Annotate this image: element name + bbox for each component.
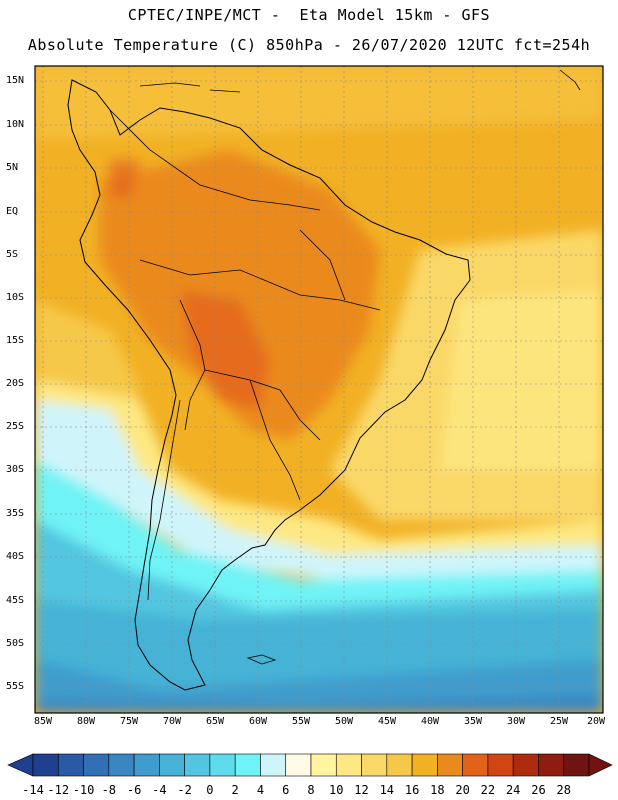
- colorbar-swatch: [361, 753, 388, 777]
- map-frame: [34, 65, 604, 714]
- colorbar-swatch: [462, 753, 489, 777]
- colorbar-label: -4: [152, 783, 167, 797]
- colorbar: [7, 753, 613, 777]
- colorbar-label: 24: [505, 783, 521, 797]
- colorbar-swatch: [386, 753, 413, 777]
- colorbar-swatch: [209, 753, 236, 777]
- colorbar-swatch: [234, 753, 261, 777]
- colorbar-swatch: [512, 753, 539, 777]
- colorbar-label: 28: [556, 783, 571, 797]
- colorbar-label: 22: [480, 783, 496, 797]
- colorbar-label: -10: [72, 783, 95, 797]
- lon-label: 35W: [463, 716, 483, 727]
- lat-label: 50S: [6, 638, 25, 649]
- colorbar-swatch: [285, 753, 312, 777]
- lon-label: 25W: [549, 716, 569, 727]
- colorbar-label: 16: [404, 783, 420, 797]
- colorbar-arrow-left: [7, 753, 34, 777]
- lon-label: 45W: [377, 716, 397, 727]
- colorbar-label: 6: [282, 783, 290, 797]
- colorbar-label: -14: [22, 783, 44, 797]
- colorbar-swatch: [159, 753, 185, 777]
- caribbean-islands: [139, 69, 581, 93]
- lon-label: 80W: [76, 716, 96, 727]
- colorbar-label: -2: [177, 783, 192, 797]
- lat-label: 15S: [6, 335, 25, 346]
- lat-label: EQ: [6, 206, 19, 217]
- colorbar-label: 10: [329, 783, 344, 797]
- lat-label: 5N: [6, 162, 19, 173]
- colorbar-label: 12: [354, 783, 369, 797]
- colorbar-arrow-right: [588, 753, 613, 777]
- lat-label: 10N: [6, 119, 25, 130]
- colorbar-swatch: [57, 753, 84, 777]
- lat-label: 40S: [6, 551, 25, 562]
- title-line-1: CPTEC/INPE/MCT - Eta Model 15km - GFS: [127, 6, 491, 24]
- colorbar-swatch: [32, 753, 59, 777]
- colorbar-label: -6: [126, 783, 142, 797]
- colorbar-swatch: [83, 753, 110, 777]
- falkland-islands: [246, 654, 277, 665]
- colorbar-swatch: [133, 753, 160, 777]
- lat-label: 45S: [6, 595, 25, 606]
- lat-label: 15N: [6, 75, 25, 86]
- colorbar-label: 8: [307, 783, 315, 797]
- lon-label: 50W: [334, 716, 354, 727]
- colorbar-swatch: [538, 753, 565, 777]
- lon-label: 20W: [586, 716, 606, 727]
- colorbar-label: 18: [430, 783, 445, 797]
- lat-label: 35S: [6, 508, 25, 519]
- lat-label: 25S: [6, 421, 25, 432]
- lon-label: 70W: [162, 716, 182, 727]
- temperature-field: [35, 66, 603, 713]
- lat-label: 55S: [6, 681, 25, 692]
- colorbar-swatch: [437, 753, 463, 777]
- colorbar-label: 26: [531, 783, 546, 797]
- colorbar-label: 4: [256, 783, 265, 797]
- lon-label: 30W: [506, 716, 526, 727]
- colorbar-label: 20: [455, 783, 470, 797]
- lat-label: 20S: [6, 378, 25, 389]
- country-borders: [109, 109, 381, 601]
- colorbar-swatch: [184, 753, 211, 777]
- colorbar-swatch: [335, 753, 362, 777]
- colorbar-label: 0: [206, 783, 214, 797]
- colorbar-label: -8: [101, 783, 117, 797]
- lat-label: 10S: [6, 292, 25, 303]
- lon-label: 40W: [420, 716, 440, 727]
- colorbar-swatch: [563, 753, 590, 777]
- colorbar-swatch: [487, 753, 514, 777]
- colorbar-swatch: [310, 753, 337, 777]
- colorbar-swatch: [108, 753, 135, 777]
- lon-label: 65W: [205, 716, 225, 727]
- south-america-coastline: [67, 79, 471, 691]
- colorbar-label: 2: [231, 783, 239, 797]
- lon-label: 75W: [119, 716, 139, 727]
- colorbar-swatch: [411, 753, 438, 777]
- colorbar-label: -12: [47, 783, 70, 797]
- lon-label: 60W: [248, 716, 268, 727]
- lon-label: 85W: [33, 716, 53, 727]
- colorbar-label: 14: [379, 783, 395, 797]
- lat-label: 5S: [6, 249, 19, 260]
- title-line-2: Absolute Temperature (C) 850hPa - 26/07/…: [27, 36, 591, 54]
- colorbar-swatch: [260, 753, 287, 777]
- lat-label: 30S: [6, 464, 25, 475]
- lon-label: 55W: [291, 716, 311, 727]
